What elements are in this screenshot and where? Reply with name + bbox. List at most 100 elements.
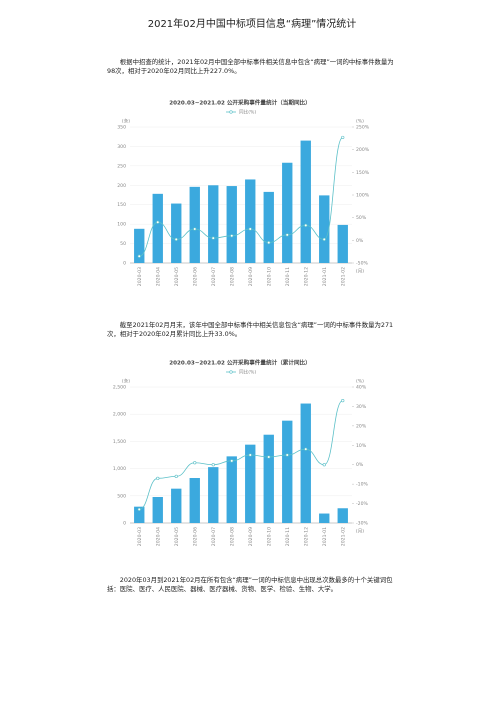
- legend-label: 同比(%): [239, 369, 256, 376]
- point: [137, 507, 141, 511]
- x-tick-label: 2021-01: [322, 527, 328, 546]
- bar: [300, 403, 311, 523]
- y-tick-label: 500: [117, 493, 126, 499]
- bar: [282, 420, 293, 523]
- bar: [134, 506, 145, 523]
- y2-tick-label: 100%: [356, 193, 370, 199]
- x-tick-label: 2020-05: [174, 267, 180, 286]
- paragraph: 根据中招查的统计，2021年02月中国全部中标事件相关信息中包含“病理”一词的中…: [107, 58, 394, 75]
- bar: [282, 162, 293, 263]
- line: [139, 137, 344, 257]
- y-tick-label: 1,500: [113, 439, 126, 445]
- point: [341, 135, 345, 140]
- bar: [263, 434, 274, 523]
- bar: [208, 185, 219, 263]
- y-tick-label: 50: [120, 241, 126, 247]
- x-tick-label: 2020-08: [229, 267, 235, 286]
- y2-tick-label: 40%: [356, 385, 367, 391]
- bar: [189, 186, 200, 263]
- y-tick-label: 300: [117, 144, 126, 150]
- point: [230, 234, 234, 238]
- point: [248, 453, 252, 457]
- bar: [152, 193, 163, 263]
- y-tick-label: 0: [123, 261, 126, 267]
- x-tick-label: 2020-06: [192, 267, 198, 286]
- x-tick-label: 2020-12: [303, 527, 309, 546]
- chart-title: 2020.03~2021.02 公开采购事件量统计（累计同比）: [169, 359, 311, 367]
- bar: [245, 444, 256, 523]
- y2-tick-label: 150%: [356, 170, 370, 176]
- point: [137, 254, 141, 258]
- point: [267, 455, 271, 459]
- x-axis-label: (月): [356, 269, 364, 275]
- y-tick-label: 250: [117, 163, 126, 169]
- x-tick-label: 2020-08: [229, 527, 235, 546]
- x-tick-label: 2020-05: [174, 527, 180, 546]
- bar: [189, 478, 200, 523]
- y-tick-label: 1,000: [113, 466, 126, 472]
- chart: 2020.03~2021.02 公开采购事件量统计（累计同比） (条) (%) (月)…: [113, 359, 369, 547]
- x-tick-label: 2020-06: [192, 527, 198, 546]
- bar: [152, 496, 163, 523]
- y-axis-label: (条): [122, 118, 130, 125]
- point: [211, 463, 215, 467]
- point: [304, 223, 308, 227]
- y2-tick-label: 20%: [356, 423, 367, 429]
- x-tick-label: 2020-10: [266, 267, 272, 286]
- point: [341, 398, 345, 403]
- point: [267, 241, 271, 245]
- y2-tick-label: -20%: [356, 501, 369, 507]
- point: [156, 220, 160, 224]
- legend-label: 同比(%): [239, 109, 256, 116]
- y-tick-label: 2,500: [113, 385, 126, 391]
- y2-axis-label: (%): [356, 119, 364, 125]
- x-tick-label: 2021-02: [340, 267, 346, 286]
- bar: [337, 508, 348, 523]
- y-axis-label: (条): [122, 378, 130, 385]
- x-tick-label: 2020-07: [211, 267, 217, 286]
- bar: [319, 513, 330, 523]
- x-axis-label: (月): [356, 529, 364, 535]
- point: [322, 463, 326, 467]
- legend-marker: [229, 370, 233, 374]
- bar: [226, 456, 237, 523]
- y2-tick-label: 0%: [356, 238, 364, 244]
- point: [285, 453, 289, 457]
- x-tick-label: 2020-12: [303, 267, 309, 286]
- y2-tick-label: 30%: [356, 404, 367, 410]
- point: [174, 474, 178, 478]
- x-tick-label: 2020-09: [248, 267, 254, 286]
- y-tick-label: 0: [123, 521, 126, 527]
- bar: [319, 195, 330, 263]
- chart-title: 2020.03~2021.02 公开采购事件量统计（当期同比）: [169, 99, 311, 107]
- doc-title: 2021年02月中国中标项目信息“病理”情况统计: [147, 19, 357, 30]
- y2-tick-label: -30%: [356, 521, 369, 527]
- x-tick-label: 2020-10: [266, 527, 272, 546]
- y-tick-label: 2,000: [113, 412, 126, 418]
- bar: [171, 203, 182, 263]
- point: [304, 447, 308, 451]
- y2-tick-label: -50%: [356, 261, 369, 267]
- paragraph: 2020年03月到2021年02月在所有包含“病理”一词的中标信息中出现总次数最…: [107, 576, 393, 593]
- y2-tick-label: 0%: [356, 462, 364, 468]
- y2-tick-label: 50%: [356, 215, 367, 221]
- bar: [226, 186, 237, 263]
- point: [193, 227, 197, 231]
- paragraph: 截至2021年02月月末，该年中国全部中标事件中相关信息包含“病理”一词的中标事…: [107, 321, 394, 338]
- point: [174, 237, 178, 242]
- bar: [208, 467, 219, 523]
- y-tick-label: 100: [117, 222, 126, 228]
- y-tick-label: 350: [117, 125, 126, 131]
- y2-axis-label: (%): [356, 379, 364, 385]
- x-tick-label: 2020-11: [285, 267, 291, 286]
- bar: [171, 488, 182, 523]
- bar: [337, 224, 348, 263]
- y2-tick-label: -10%: [356, 482, 369, 488]
- y2-tick-label: 10%: [356, 443, 367, 449]
- x-tick-label: 2020-03: [137, 527, 143, 546]
- chart: 2020.03~2021.02 公开采购事件量统计（当期同比） (条) (%) (月)…: [117, 99, 370, 287]
- y2-tick-label: 250%: [356, 125, 370, 131]
- y-tick-label: 200: [117, 183, 126, 189]
- bar: [263, 191, 274, 263]
- point: [248, 227, 252, 231]
